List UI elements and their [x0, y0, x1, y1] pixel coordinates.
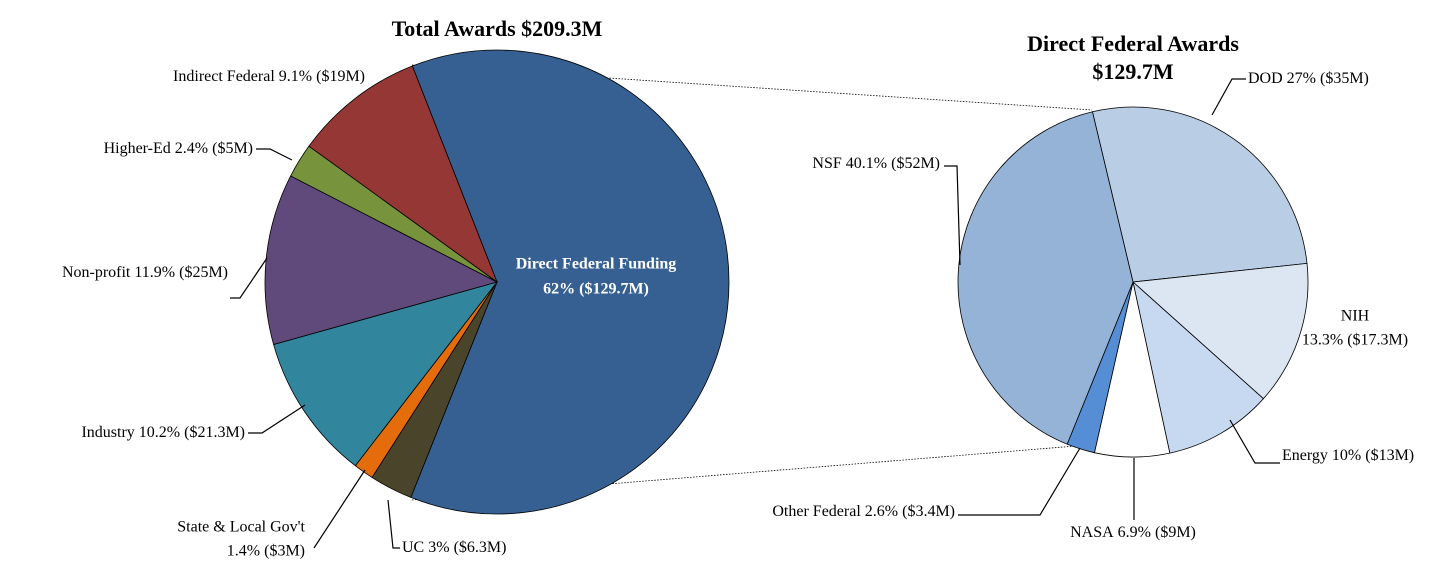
leader-line — [1229, 419, 1280, 464]
data-label: 27% ($35M) — [1287, 70, 1369, 87]
slice-label: Energy — [1282, 447, 1328, 464]
slice-label: NASA — [1070, 524, 1114, 541]
pie-slice — [957, 111, 1134, 445]
leader-line — [387, 499, 400, 549]
data-label: 2.4% ($5M) — [175, 140, 253, 157]
data-label: 10% ($13M) — [1332, 447, 1414, 464]
slice-label-group: DOD 27% ($35M) — [1248, 70, 1369, 87]
slice-label-group: Industry 10.2% ($21.3M) — [81, 424, 245, 441]
pie-slice — [308, 65, 498, 284]
leader-line — [944, 165, 961, 266]
data-label: 40.1% ($52M) — [846, 155, 940, 172]
connector — [411, 444, 1089, 501]
data-label: 62% ($129.7M) — [543, 281, 649, 298]
pie-slice — [1091, 106, 1308, 283]
leader-line — [1211, 78, 1246, 116]
data-label: 6.9% ($9M) — [1118, 524, 1196, 541]
leader-line — [230, 257, 268, 299]
leader-line — [248, 404, 306, 434]
slice-label-group: NSF 40.1% ($52M) — [812, 155, 940, 172]
chart-subtitle: $129.7M — [1092, 59, 1174, 84]
slice-label: NIH — [1341, 308, 1370, 325]
slice-label-group: UC 3% ($6.3M) — [402, 539, 506, 556]
data-label: 9.1% ($19M) — [279, 68, 365, 85]
slice-label: Direct Federal Funding — [516, 256, 677, 273]
slice-label-group: Other Federal 2.6% ($3.4M) — [772, 503, 955, 520]
pie-slice — [1132, 280, 1264, 454]
slice-label-group: Energy 10% ($13M) — [1282, 447, 1414, 464]
leader-line — [256, 148, 293, 161]
data-label: 13.3% ($17.3M) — [1302, 332, 1408, 349]
data-label: 1.4% ($3M) — [227, 543, 305, 560]
slice-label: Non-profit — [62, 264, 131, 281]
slice-label: Other Federal — [772, 503, 861, 520]
data-label: 3% ($6.3M) — [428, 539, 506, 556]
slice-label-group: Non-profit 11.9% ($25M) — [62, 264, 228, 281]
data-label: 10.2% ($21.3M) — [139, 424, 245, 441]
leader-line — [958, 447, 1081, 516]
slice-label: Indirect Federal — [173, 68, 275, 85]
connector — [411, 64, 1093, 111]
chart-title: Total Awards $209.3M — [392, 16, 603, 41]
data-label: 2.6% ($3.4M) — [865, 503, 955, 520]
slice-label: DOD — [1248, 70, 1283, 87]
pie-slice — [273, 281, 499, 467]
slice-label-group: Indirect Federal 9.1% ($19M) — [173, 68, 365, 85]
slice-label: UC — [402, 539, 424, 556]
pie-slice — [410, 49, 730, 515]
slice-label: Higher-Ed — [104, 140, 171, 157]
leader-line — [313, 469, 366, 549]
slice-label: Industry — [81, 424, 134, 441]
slice-label: State & Local Gov't — [177, 519, 305, 536]
chart-title: Direct Federal Awards — [1027, 31, 1239, 56]
pie-slice — [1132, 262, 1309, 400]
data-label: 11.9% ($25M) — [134, 264, 228, 281]
slice-label-group: NASA 6.9% ($9M) — [1070, 524, 1196, 541]
slice-label-group: Higher-Ed 2.4% ($5M) — [104, 140, 253, 157]
slice-label: NSF — [812, 155, 841, 172]
